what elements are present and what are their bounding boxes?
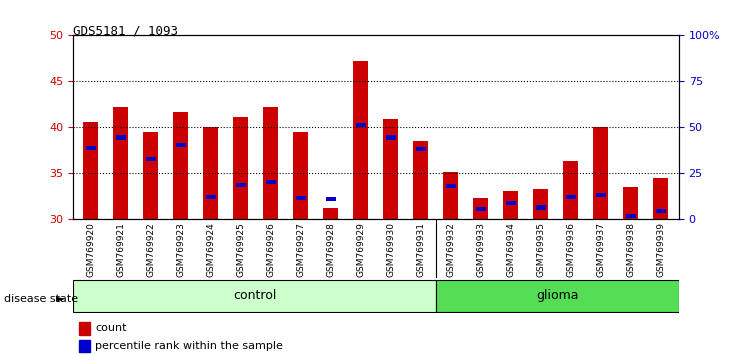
Bar (266, 180, 276, 184)
Bar (353, 61, 369, 219)
Bar (323, 209, 339, 219)
Bar (656, 209, 666, 213)
Bar (506, 201, 516, 205)
Text: control: control (233, 289, 276, 302)
Text: GSM769921: GSM769921 (117, 222, 126, 277)
Bar (596, 193, 606, 197)
Text: GSM769925: GSM769925 (237, 222, 245, 277)
Bar (653, 178, 669, 219)
Text: disease state: disease state (4, 294, 78, 304)
Bar (593, 127, 608, 219)
Text: GSM769926: GSM769926 (266, 222, 275, 277)
Bar (476, 207, 485, 211)
Text: GSM769927: GSM769927 (296, 222, 305, 277)
Bar (79, 322, 90, 335)
Bar (626, 214, 636, 218)
Text: percentile rank within the sample: percentile rank within the sample (96, 341, 283, 351)
Bar (386, 136, 396, 139)
Text: GSM769933: GSM769933 (477, 222, 485, 278)
Bar (536, 205, 546, 210)
Text: GSM769939: GSM769939 (656, 222, 666, 278)
Text: GSM769924: GSM769924 (207, 222, 215, 277)
Text: glioma: glioma (536, 289, 579, 302)
Text: GSM769930: GSM769930 (386, 222, 396, 278)
Bar (83, 122, 99, 219)
Text: GSM769934: GSM769934 (507, 222, 515, 277)
Text: GSM769931: GSM769931 (416, 222, 426, 278)
Bar (413, 141, 429, 219)
Text: GSM769923: GSM769923 (177, 222, 185, 277)
Bar (264, 107, 278, 219)
Text: GSM769920: GSM769920 (86, 222, 96, 277)
Bar (73, 280, 436, 312)
Bar (326, 197, 336, 201)
Bar (436, 280, 679, 312)
Text: GSM769928: GSM769928 (326, 222, 336, 277)
Text: count: count (96, 323, 127, 333)
Bar (144, 132, 158, 219)
Bar (113, 107, 128, 219)
Bar (534, 189, 548, 219)
Bar (443, 172, 458, 219)
Text: GSM769938: GSM769938 (626, 222, 635, 278)
Bar (416, 147, 426, 151)
Bar (206, 195, 216, 199)
Bar (116, 136, 126, 139)
Bar (566, 195, 576, 199)
Bar (474, 198, 488, 219)
Bar (86, 145, 96, 150)
Bar (296, 196, 306, 200)
Bar (293, 132, 309, 219)
Text: ►: ► (55, 294, 64, 304)
Bar (383, 119, 399, 219)
Bar (204, 127, 218, 219)
Bar (623, 187, 639, 219)
Bar (564, 161, 578, 219)
Text: GSM769929: GSM769929 (356, 222, 366, 277)
Bar (236, 183, 246, 188)
Text: GSM769922: GSM769922 (147, 222, 155, 277)
Text: GSM769932: GSM769932 (447, 222, 456, 277)
Bar (234, 117, 248, 219)
Bar (504, 191, 518, 219)
Text: GSM769936: GSM769936 (566, 222, 575, 278)
Bar (356, 122, 366, 127)
Text: GDS5181 / 1093: GDS5181 / 1093 (73, 25, 178, 38)
Bar (176, 143, 186, 147)
Bar (446, 184, 456, 188)
Text: GSM769937: GSM769937 (596, 222, 605, 278)
Bar (146, 157, 156, 161)
Bar (174, 112, 188, 219)
Text: GSM769935: GSM769935 (537, 222, 545, 278)
Bar (79, 340, 90, 352)
